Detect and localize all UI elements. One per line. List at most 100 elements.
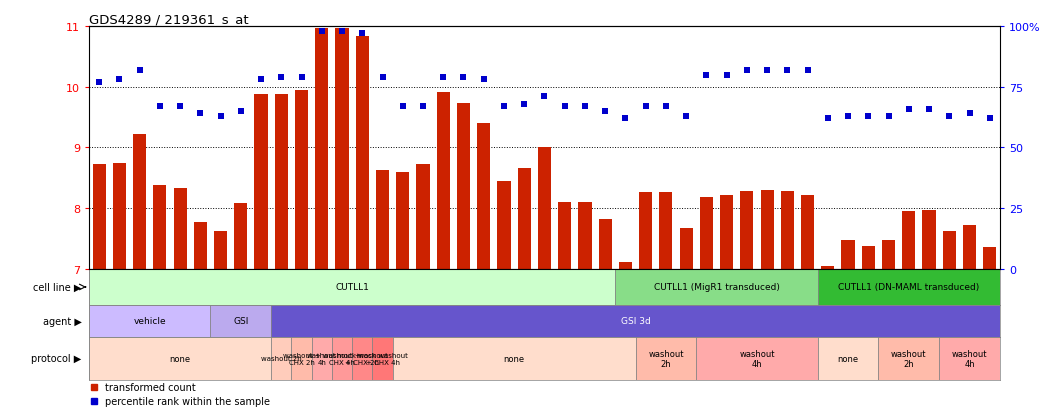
- Bar: [616, 269, 818, 305]
- Bar: [983, 247, 997, 269]
- Point: [840, 113, 856, 120]
- Point: [495, 104, 512, 110]
- Bar: [818, 337, 878, 380]
- Bar: [315, 28, 329, 269]
- Bar: [92, 164, 106, 269]
- Bar: [477, 124, 490, 269]
- Bar: [517, 168, 531, 269]
- Bar: [862, 246, 875, 269]
- Point: [638, 104, 654, 110]
- Bar: [639, 192, 652, 269]
- Bar: [291, 337, 312, 380]
- Point: [981, 116, 998, 122]
- Bar: [271, 337, 291, 380]
- Point: [698, 72, 715, 78]
- Point: [374, 74, 391, 81]
- Bar: [558, 203, 572, 269]
- Text: mock washout
+ CHX 2h: mock washout + CHX 2h: [337, 352, 387, 365]
- Bar: [599, 220, 611, 269]
- Bar: [396, 172, 409, 269]
- Bar: [619, 262, 632, 269]
- Bar: [720, 195, 733, 269]
- Text: percentile rank within the sample: percentile rank within the sample: [106, 396, 270, 406]
- Point: [961, 111, 978, 117]
- Text: transformed count: transformed count: [106, 382, 196, 392]
- Point: [475, 77, 492, 83]
- Point: [213, 113, 229, 120]
- Bar: [497, 181, 511, 269]
- Bar: [194, 223, 207, 269]
- Point: [131, 67, 148, 74]
- Bar: [352, 337, 373, 380]
- Bar: [153, 186, 166, 269]
- Text: washout
4h: washout 4h: [307, 352, 336, 365]
- Point: [900, 106, 917, 113]
- Bar: [660, 192, 672, 269]
- Point: [313, 28, 330, 35]
- Bar: [417, 164, 429, 269]
- Text: washout
4h: washout 4h: [739, 349, 775, 368]
- Point: [799, 67, 816, 74]
- Text: washout
4h: washout 4h: [952, 349, 987, 368]
- Text: none: none: [170, 354, 191, 363]
- Bar: [254, 95, 268, 269]
- Point: [172, 104, 188, 110]
- Bar: [942, 231, 956, 269]
- Point: [111, 77, 128, 83]
- Point: [152, 104, 169, 110]
- Bar: [133, 135, 147, 269]
- Bar: [89, 269, 616, 305]
- Bar: [636, 337, 696, 380]
- Bar: [89, 337, 271, 380]
- Point: [536, 94, 553, 100]
- Point: [293, 74, 310, 81]
- Bar: [332, 337, 352, 380]
- Point: [192, 111, 208, 117]
- Point: [941, 113, 958, 120]
- Bar: [903, 212, 915, 269]
- Point: [658, 104, 674, 110]
- Text: none: none: [504, 354, 525, 363]
- Bar: [210, 305, 271, 337]
- Point: [920, 106, 937, 113]
- Bar: [801, 195, 815, 269]
- Bar: [882, 240, 895, 269]
- Bar: [271, 305, 1000, 337]
- Bar: [335, 28, 349, 269]
- Point: [91, 79, 108, 86]
- Text: washout 2h: washout 2h: [261, 356, 302, 361]
- Point: [617, 116, 633, 122]
- Point: [273, 74, 290, 81]
- Bar: [842, 241, 854, 269]
- Point: [860, 113, 876, 120]
- Point: [820, 116, 837, 122]
- Point: [718, 72, 735, 78]
- Text: washout +
CHX 4h: washout + CHX 4h: [324, 352, 361, 365]
- Point: [435, 74, 451, 81]
- Bar: [538, 148, 551, 269]
- Point: [556, 104, 573, 110]
- Point: [415, 104, 431, 110]
- Bar: [376, 171, 389, 269]
- Text: washout
2h: washout 2h: [648, 349, 684, 368]
- Bar: [878, 337, 939, 380]
- Bar: [312, 337, 332, 380]
- Bar: [456, 104, 470, 269]
- Bar: [113, 163, 126, 269]
- Bar: [437, 93, 450, 269]
- Point: [516, 101, 533, 108]
- Bar: [356, 37, 369, 269]
- Bar: [821, 266, 834, 269]
- Bar: [818, 269, 1000, 305]
- Point: [881, 113, 897, 120]
- Bar: [578, 203, 592, 269]
- Point: [395, 104, 411, 110]
- Text: washout +
CHX 2h: washout + CHX 2h: [283, 352, 320, 365]
- Text: GSI 3d: GSI 3d: [621, 317, 650, 325]
- Text: GDS4289 / 219361_s_at: GDS4289 / 219361_s_at: [89, 13, 248, 26]
- Text: CUTLL1: CUTLL1: [335, 283, 370, 292]
- Bar: [781, 192, 794, 269]
- Point: [577, 104, 594, 110]
- Point: [334, 28, 351, 35]
- Text: mock washout
+ CHX 4h: mock washout + CHX 4h: [357, 352, 408, 365]
